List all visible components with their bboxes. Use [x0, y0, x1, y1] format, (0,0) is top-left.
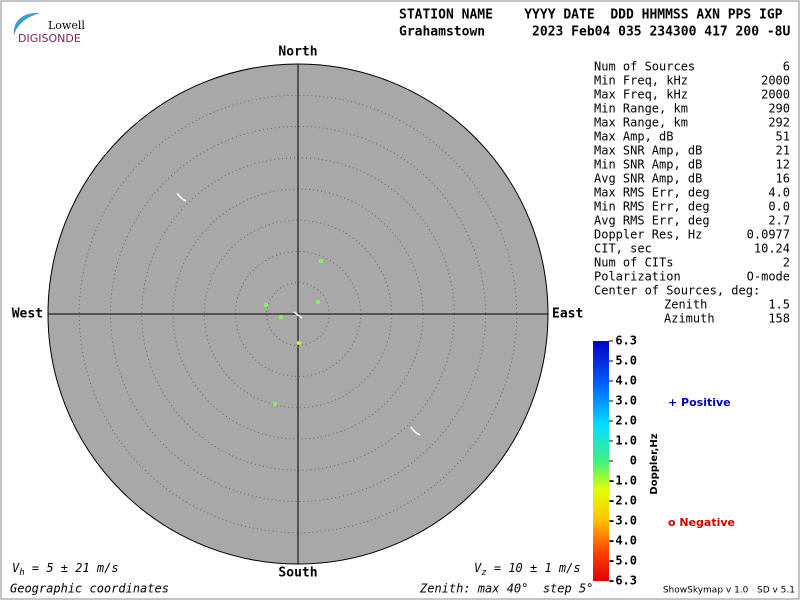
- direction-label: South: [278, 566, 317, 581]
- stat-label: Doppler Res, Hz: [594, 228, 702, 242]
- stat-label: Polarization: [594, 270, 681, 284]
- stat-value: 10.24: [754, 242, 790, 256]
- source-point: [297, 341, 301, 345]
- colorbar-label: 0: [630, 454, 637, 468]
- colorbar-label: -5.0: [608, 554, 637, 568]
- stat-value: 16: [776, 172, 790, 186]
- colorbar-labels: 6.3 5.0 4.0 3.0 2.0 1.0 0 -1.0 -2.0 -3.0 -4.0 -5.0 -…: [608, 334, 637, 588]
- version-label: ShowSkymap v 1.0 SD v 5.1: [663, 586, 795, 596]
- direction-label: North: [278, 45, 317, 60]
- stat-value: 6: [783, 60, 790, 74]
- stat-value: 292: [768, 116, 790, 130]
- colorbar: [593, 341, 609, 581]
- stat-value: 2: [783, 256, 790, 270]
- stat-label: Max Range, km: [594, 116, 688, 130]
- source-point: [264, 303, 268, 307]
- source-point: [316, 300, 320, 304]
- vz-sub: z: [481, 568, 486, 578]
- vz-label: Vz = 10 ± 1 m/s: [474, 561, 581, 578]
- vh-v: V: [12, 561, 20, 575]
- center-label: Azimuth: [664, 312, 715, 326]
- stat-value: 4.0: [768, 186, 790, 200]
- colorbar-label: 5.0: [615, 354, 637, 368]
- center-value: 158: [768, 312, 790, 326]
- vh-sub: h: [19, 568, 24, 578]
- stat-value: 2.7: [768, 214, 790, 228]
- legend-positive: + Positive: [668, 396, 731, 409]
- coords-label: Geographic coordinates: [10, 582, 169, 596]
- stat-value: 51: [776, 130, 790, 144]
- logo-swoosh: [13, 12, 40, 37]
- zenith-label: Zenith: max 40° step 5°: [419, 582, 593, 596]
- stat-label: Avg SNR Amp, dB: [594, 172, 702, 186]
- stat-value: 0.0977: [747, 228, 790, 242]
- source-point: [319, 259, 323, 263]
- sources: [176, 192, 421, 436]
- stat-label: Avg RMS Err, deg: [594, 214, 710, 228]
- stat-label: Min SNR Amp, dB: [594, 158, 702, 172]
- header-row: Grahamstown 2023 Feb04 035 234300 417 20…: [399, 25, 791, 40]
- center-title: Center of Sources, deg:: [594, 284, 760, 298]
- colorbar-label: 1.0: [615, 434, 637, 448]
- stat-label: Min RMS Err, deg: [594, 200, 710, 214]
- colorbar-label: -3.0: [608, 514, 637, 528]
- colorbar-label: 6.3: [615, 334, 637, 348]
- logo-bottom: DIGISONDE: [18, 32, 81, 45]
- stat-value: 12: [776, 158, 790, 172]
- logo-top: Lowell: [48, 19, 85, 32]
- colorbar-label: -1.0: [608, 474, 637, 488]
- stat-value: 2000: [761, 74, 790, 88]
- stat-label: Max SNR Amp, dB: [594, 144, 702, 158]
- stat-label: Min Range, km: [594, 102, 688, 116]
- stat-label: Min Freq, kHz: [594, 74, 688, 88]
- vh-rest: = 5 ± 21 m/s: [25, 561, 119, 575]
- header-row: STATION NAME YYYY DATE DDD HHMMSS AXN PP…: [399, 8, 783, 23]
- stat-value: 0.0: [768, 200, 790, 214]
- stat-value: 21: [776, 144, 790, 158]
- stat-label: Max Freq, kHz: [594, 88, 688, 102]
- source-arc: [410, 426, 421, 436]
- source-arc: [293, 311, 303, 319]
- center-value: 1.5: [768, 298, 790, 312]
- direction-label: West: [12, 307, 43, 322]
- stat-value: O-mode: [747, 270, 790, 284]
- colorbar-label: -2.0: [608, 494, 637, 508]
- vz-v: V: [474, 561, 482, 575]
- legend-negative: o Negative: [668, 516, 735, 529]
- stat-label: Max Amp, dB: [594, 130, 673, 144]
- source-point: [279, 315, 283, 319]
- colorbar-label: 4.0: [615, 374, 637, 388]
- direction-label: East: [552, 307, 583, 322]
- source-point: [273, 402, 277, 406]
- stat-label: Num of CITs: [594, 256, 673, 270]
- colorbar-title: Doppler,Hz: [649, 433, 660, 494]
- stat-label: Max RMS Err, deg: [594, 186, 710, 200]
- colorbar-label: 3.0: [615, 394, 637, 408]
- colorbar-label: 2.0: [615, 414, 637, 428]
- source-arc: [176, 192, 187, 202]
- vh-label: Vh = 5 ± 21 m/s: [12, 561, 119, 578]
- stat-label: Num of Sources: [594, 60, 695, 74]
- center-label: Zenith: [664, 298, 707, 312]
- stats-table: Num of Sources 6 Min Freq, kHz 2000 Max Freq…: [594, 60, 790, 326]
- stat-value: 2000: [761, 88, 790, 102]
- colorbar-label: -4.0: [608, 534, 637, 548]
- stat-value: 290: [768, 102, 790, 116]
- stat-label: CIT, sec: [594, 242, 652, 256]
- colorbar-label: -6.3: [608, 574, 637, 588]
- vz-rest: = 10 ± 1 m/s: [487, 561, 581, 575]
